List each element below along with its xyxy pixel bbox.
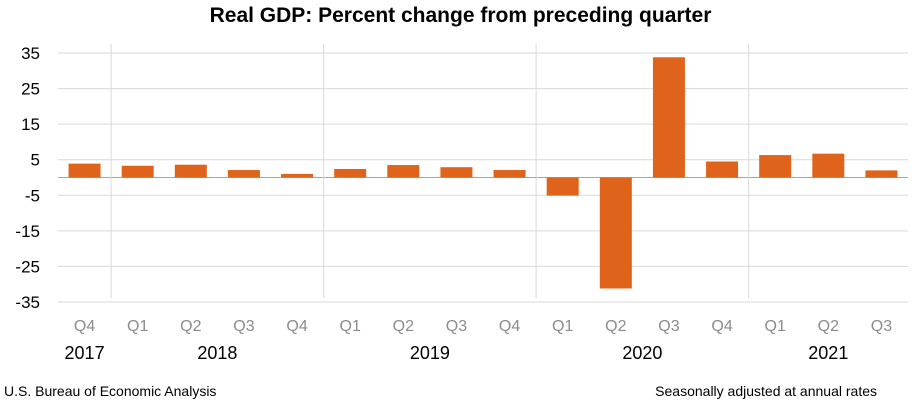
- y-tick-label: -25: [15, 257, 40, 276]
- y-tick-label: 15: [21, 115, 40, 134]
- x-tick-label: Q2: [393, 318, 414, 335]
- y-tick-label: -5: [25, 186, 40, 205]
- x-tick-label: Q2: [605, 318, 626, 335]
- year-label: 2018: [197, 343, 237, 363]
- bar: [68, 163, 101, 178]
- year-label: 2020: [622, 343, 662, 363]
- x-tick-label: Q4: [711, 318, 732, 335]
- x-tick-label: Q1: [340, 318, 361, 335]
- bar: [334, 168, 367, 178]
- y-tick-label: 25: [21, 80, 40, 99]
- x-tick-label: Q4: [286, 318, 307, 335]
- bar: [652, 57, 685, 178]
- x-axis-tick-labels: Q4 Q1 Q2 Q3 Q4 Q1 Q2 Q3 Q4 Q1 Q2 Q3 Q4 Q1 Q2 Q3: [74, 318, 892, 335]
- x-tick-label: Q3: [871, 318, 892, 335]
- source-label: U.S. Bureau of Economic Analysis: [4, 383, 217, 399]
- y-axis-tick-labels: 35 25 15 5 -5 -15 -25 -35: [15, 44, 40, 312]
- x-tick-label: Q4: [499, 318, 520, 335]
- bar: [599, 177, 632, 289]
- bar: [493, 170, 526, 178]
- y-tick-label: 5: [31, 151, 40, 170]
- year-label: 2021: [808, 343, 848, 363]
- x-tick-label: Q3: [233, 318, 254, 335]
- y-tick-label: -35: [15, 293, 40, 312]
- x-tick-label: Q2: [180, 318, 201, 335]
- bar: [812, 153, 845, 178]
- adjustment-note: Seasonally adjusted at annual rates: [655, 383, 877, 399]
- x-tick-label: Q4: [74, 318, 95, 335]
- x-tick-label: Q3: [446, 318, 467, 335]
- x-tick-label: Q2: [818, 318, 839, 335]
- x-tick-label: Q1: [765, 318, 786, 335]
- y-tick-label: -15: [15, 222, 40, 241]
- bar: [174, 164, 207, 178]
- year-label: 2017: [65, 343, 105, 363]
- bar: [121, 165, 154, 178]
- bar: [759, 155, 792, 178]
- year-label: 2019: [410, 343, 450, 363]
- bar: [227, 170, 260, 178]
- bar: [387, 165, 420, 178]
- y-tick-label: 35: [21, 44, 40, 63]
- x-tick-label: Q1: [552, 318, 573, 335]
- x-tick-label: Q1: [127, 318, 148, 335]
- year-labels: 2017 2018 2019 2020 2021: [65, 343, 849, 363]
- bar-series: [68, 57, 898, 289]
- chart-title: Real GDP: Percent change from preceding …: [209, 4, 712, 27]
- bar: [281, 173, 314, 178]
- bar: [546, 177, 579, 196]
- bar: [865, 170, 898, 178]
- bar: [706, 161, 739, 178]
- bar: [440, 167, 473, 178]
- x-tick-label: Q3: [658, 318, 679, 335]
